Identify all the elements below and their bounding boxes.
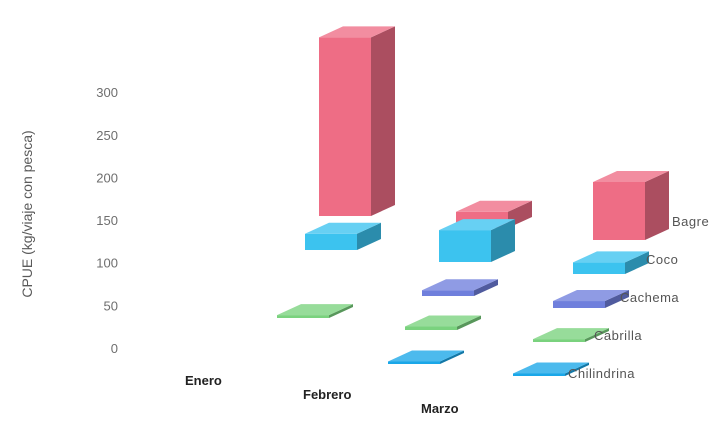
y-tick-150: 150 [96,213,118,228]
series-label-cabrilla: Cabrilla [594,328,642,343]
bar-bagre-marzo [593,171,669,240]
bar-coco-febrero [439,219,515,262]
series-label-chilindrina: Chilindrina [568,366,635,381]
bar-coco-marzo [573,251,649,274]
bar-cabrilla-marzo [533,328,609,342]
y-tick-0: 0 [111,341,118,356]
series-label-cachema: Cachema [620,290,679,305]
bar-chilindrina-marzo [513,362,589,376]
bar-bagre-enero [319,26,395,216]
y-tick-200: 200 [96,170,118,185]
y-tick-250: 250 [96,128,118,143]
bar-chilindrina-febrero [388,350,464,364]
y-axis-label: CPUE (kg/viaje con pesca) [19,130,35,297]
y-tick-300: 300 [96,85,118,100]
series-label-coco: Coco [646,252,678,267]
category-label-marzo: Marzo [421,401,459,416]
bar-coco-enero [305,222,381,250]
series-label-bagre: Bagre [672,214,709,229]
bar-cachema-febrero [422,279,498,296]
category-label-enero: Enero [185,373,222,388]
category-label-febrero: Febrero [303,387,351,402]
y-tick-50: 50 [104,298,118,313]
y-tick-100: 100 [96,256,118,271]
bar-cabrilla-enero [277,304,353,318]
bar-cabrilla-febrero [405,315,481,330]
bar-cachema-marzo [553,290,629,308]
